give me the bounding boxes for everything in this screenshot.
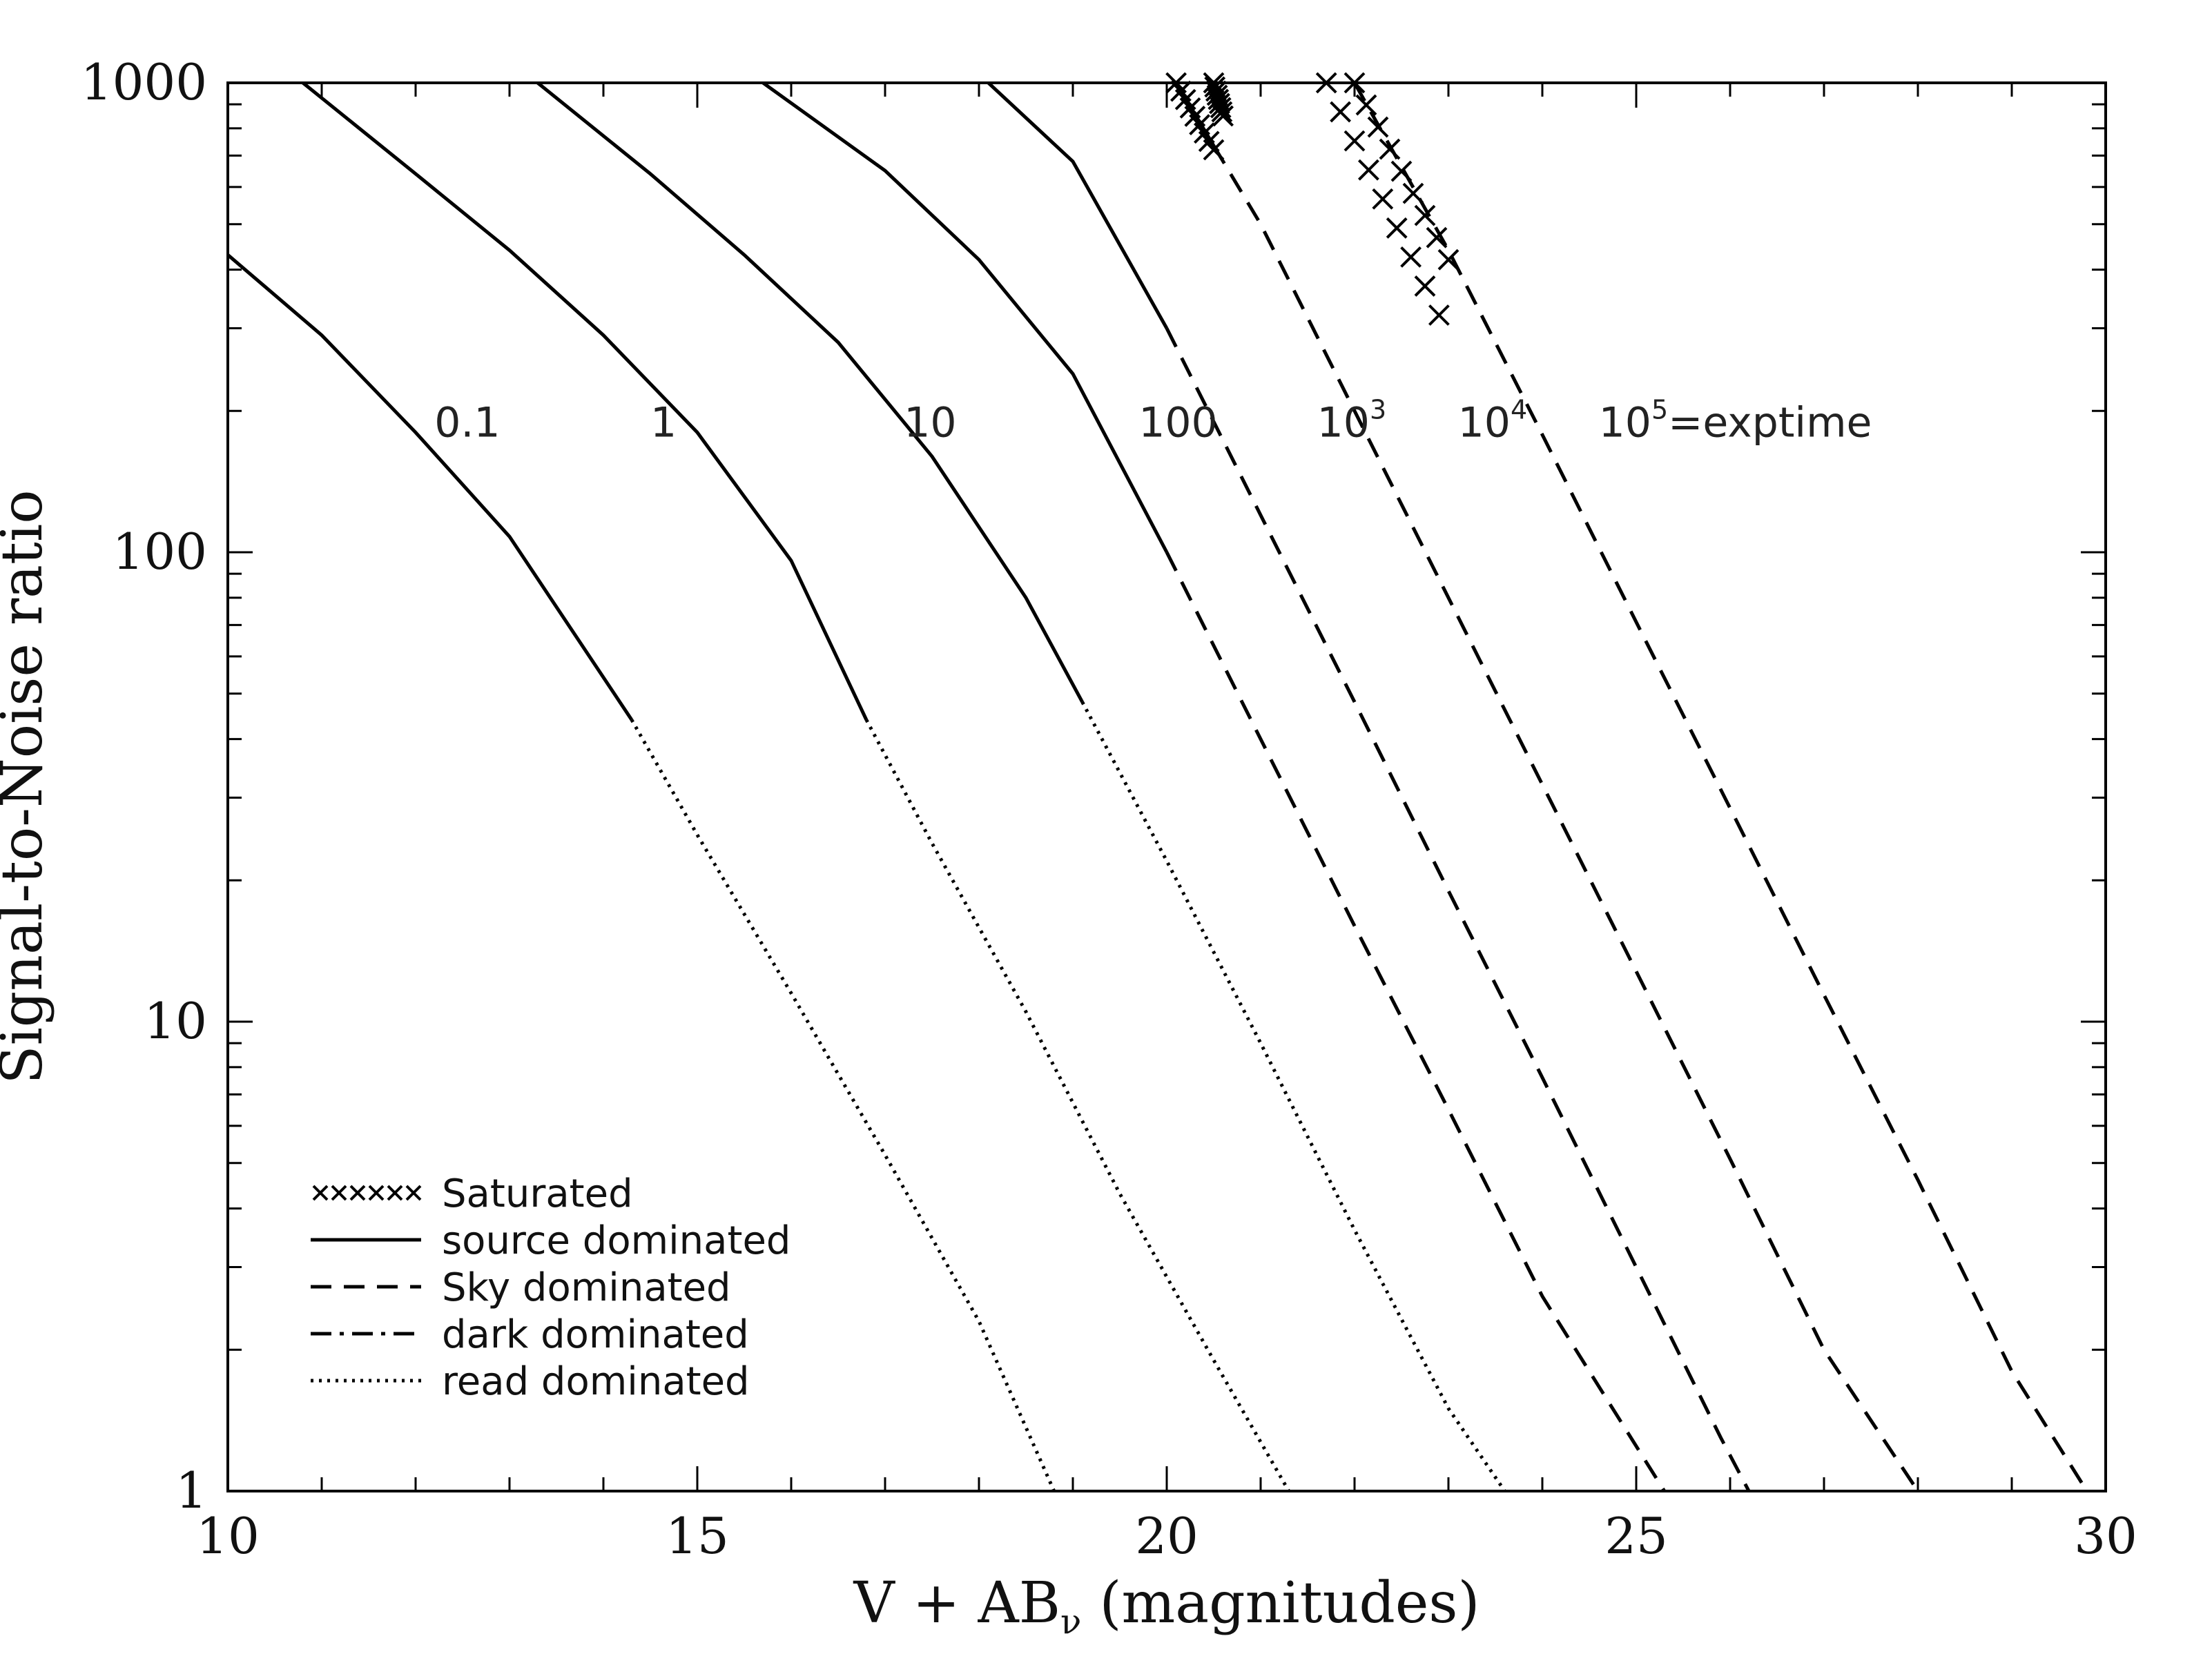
saturated-marker — [1426, 226, 1448, 249]
x-axis-title: V + ABν (magnitudes) — [853, 1570, 1479, 1642]
saturated-marker — [1357, 159, 1379, 181]
plot-area — [226, 72, 2088, 1492]
saturated-marker — [1355, 94, 1377, 116]
saturated-marker — [1414, 204, 1436, 226]
exposure-time-label: 100 — [1138, 398, 1218, 447]
saturated-marker — [1206, 84, 1228, 106]
saturated-marker — [1209, 93, 1230, 115]
legend-saturated-swatch — [312, 1185, 329, 1201]
read-dominated-segment — [1080, 701, 1506, 1492]
legend-label: source dominated — [442, 1218, 790, 1263]
saturated-marker — [1193, 122, 1215, 144]
saturated-marker — [1205, 80, 1227, 102]
x-tick-label: 10 — [196, 1507, 260, 1565]
y-tick-label: 1 — [175, 1461, 207, 1519]
saturated-marker — [1189, 114, 1211, 136]
saturated-marker — [1207, 88, 1230, 110]
legend-label: dark dominated — [442, 1312, 749, 1357]
saturated-marker — [1372, 188, 1394, 210]
sky-dominated-segment — [1165, 551, 1666, 1492]
exposure-time-label: 0.1 — [434, 398, 500, 447]
source-dominated-segment — [761, 81, 1169, 554]
source-dominated-segment — [536, 81, 1084, 703]
saturated-marker — [1400, 246, 1422, 268]
saturated-marker — [1170, 80, 1192, 102]
source-dominated-segment — [987, 81, 1169, 329]
read-dominated-segment — [864, 719, 1290, 1492]
saturated-marker — [1390, 160, 1413, 182]
saturated-marker — [1437, 249, 1459, 271]
saturated-marker — [1343, 130, 1366, 152]
legend-label: read dominated — [442, 1359, 750, 1404]
exposure-time-label: 10 — [904, 398, 956, 447]
sky-dominated-segment — [1212, 144, 1920, 1492]
exposure-time-label: 104 — [1458, 394, 1528, 447]
saturated-marker — [1179, 97, 1201, 119]
saturated-marker — [1402, 182, 1424, 204]
saturated-marker — [1428, 304, 1450, 326]
sky-dominated-segment — [1352, 81, 2088, 1492]
y-axis-title: Signal-to-Noise ratio — [0, 489, 55, 1084]
legend-saturated-swatch — [368, 1185, 385, 1201]
exposure-time-label: 1 — [650, 398, 677, 447]
legend-saturated-swatch — [405, 1185, 422, 1201]
saturated-marker — [1211, 101, 1233, 123]
saturated-marker — [1367, 116, 1389, 138]
exposure-time-label: 103 — [1317, 394, 1387, 447]
y-tick-label: 10 — [144, 992, 207, 1050]
saturated-marker — [1330, 101, 1352, 123]
legend-saturated-swatch — [387, 1185, 403, 1201]
saturated-marker — [1386, 217, 1408, 239]
exposure-time-label: 105=exptime — [1599, 394, 1872, 447]
saturated-marker — [1198, 130, 1220, 153]
legend-label: Saturated — [442, 1171, 633, 1216]
source-dominated-segment — [226, 253, 633, 721]
y-tick-label: 100 — [113, 523, 207, 581]
curve-labels: 0.1 1 10 100 103 104 105=exptime — [434, 394, 1872, 447]
saturated-marker — [1414, 275, 1436, 297]
x-tick-label: 20 — [1135, 1507, 1199, 1565]
saturated-marker — [1210, 97, 1232, 119]
legend-label: Sky dominated — [442, 1265, 731, 1310]
saturated-marker — [1212, 105, 1234, 127]
saturated-marker — [1379, 138, 1401, 160]
saturated-marker — [1184, 106, 1206, 127]
x-tick-label: 15 — [666, 1507, 729, 1565]
source-dominated-segment — [302, 81, 869, 721]
legend-saturated-swatch — [349, 1185, 366, 1201]
axis-ticks — [226, 83, 2107, 1492]
sky-dominated-segment — [1165, 327, 1751, 1492]
saturated-marker — [1174, 88, 1196, 110]
x-tick-label: 25 — [1604, 1507, 1668, 1565]
saturated-marker — [1203, 139, 1225, 161]
x-tick-label: 30 — [2074, 1507, 2137, 1565]
y-tick-label: 1000 — [81, 53, 207, 111]
saturated-marker — [1204, 76, 1226, 98]
legend-saturated-swatch — [331, 1185, 347, 1201]
